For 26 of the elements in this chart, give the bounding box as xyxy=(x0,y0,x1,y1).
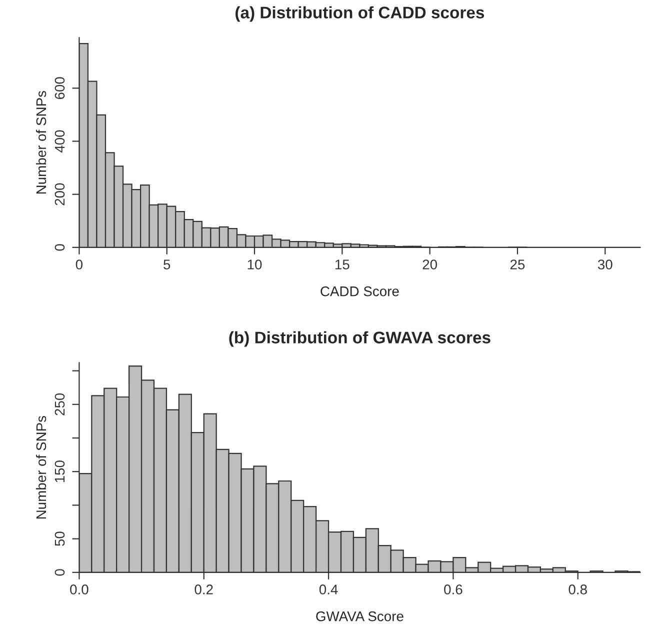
y-axis-title: Number of SNPs xyxy=(36,416,46,519)
x-tick-label: 5 xyxy=(164,260,170,270)
y-tick-label: 250 xyxy=(54,393,65,416)
y-tick-label: 600 xyxy=(54,77,65,100)
x-tick-label: 0.6 xyxy=(444,584,462,594)
x-tick-label: 0.2 xyxy=(194,584,213,594)
x-tick-label: 0.0 xyxy=(70,584,88,594)
x-tick-label: 30 xyxy=(598,260,612,270)
chart-title: (a) Distribution of CADD scores xyxy=(236,6,484,22)
y-tick-label: 150 xyxy=(54,460,65,482)
y-tick-label: 0 xyxy=(54,244,65,251)
y-tick-label: 0 xyxy=(54,569,65,576)
chart-title: (b) Distribution of GWAVA scores xyxy=(229,331,490,347)
y-tick-label: 200 xyxy=(54,183,65,206)
x-tick-label: 10 xyxy=(248,260,262,270)
x-tick-label: 0.8 xyxy=(568,584,587,594)
y-tick-label: 400 xyxy=(54,130,65,153)
x-tick-label: 0 xyxy=(76,260,83,270)
x-axis-title: GWAVA Score xyxy=(316,611,404,622)
x-tick-label: 0.4 xyxy=(319,584,338,594)
x-axis-title: CADD Score xyxy=(320,286,399,296)
y-tick-label: 50 xyxy=(54,532,65,546)
x-tick-label: 20 xyxy=(422,260,438,270)
y-axis-title: Number of SNPs xyxy=(36,90,46,194)
x-tick-label: 15 xyxy=(336,260,350,270)
x-tick-label: 25 xyxy=(510,260,525,270)
